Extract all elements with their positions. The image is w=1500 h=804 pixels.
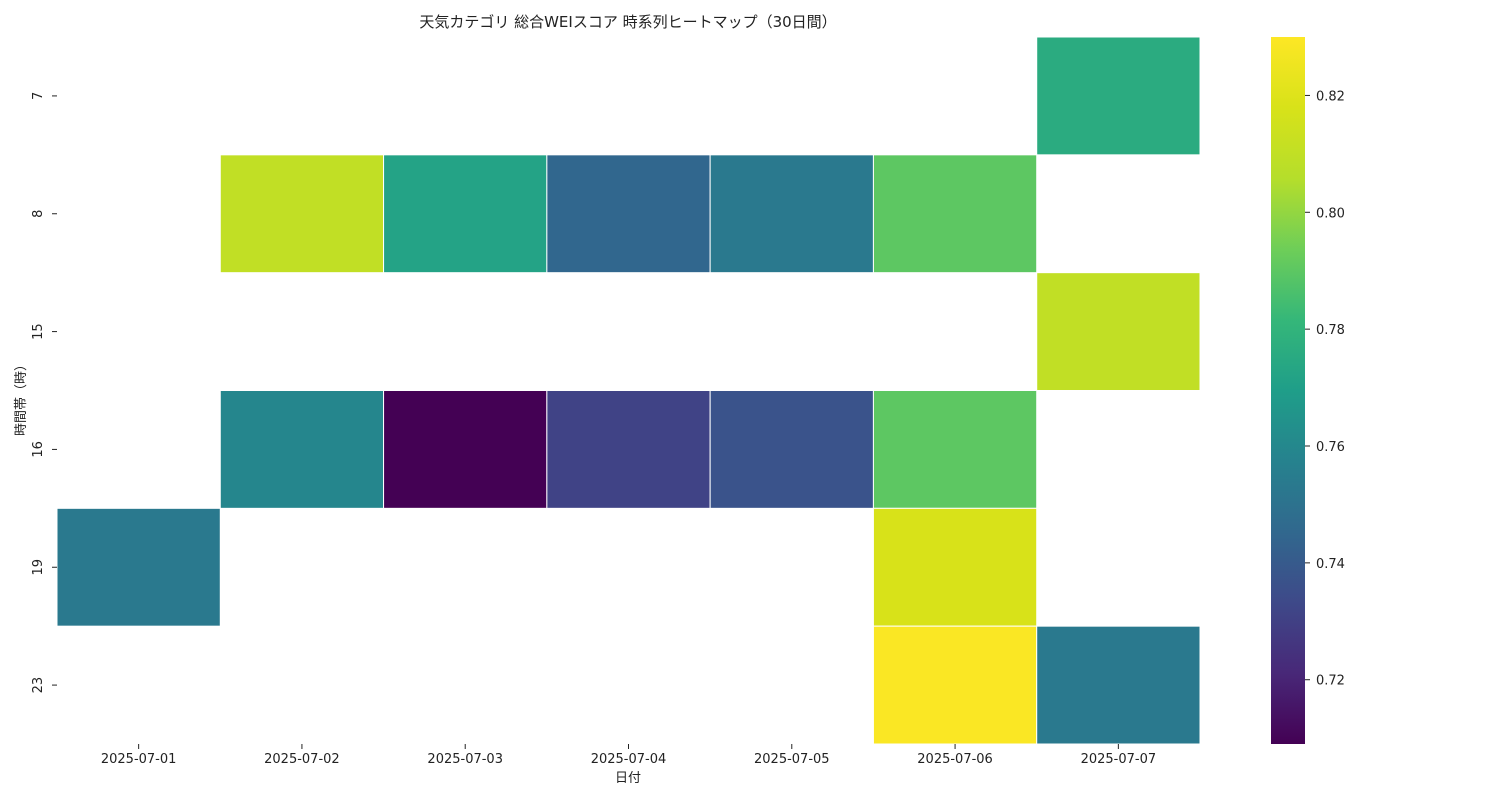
heatmap-cell bbox=[872, 507, 1038, 627]
heatmap-cell bbox=[709, 154, 874, 274]
heatmap-cell bbox=[1036, 625, 1201, 745]
heatmap-cell bbox=[872, 625, 1038, 745]
y-tick-label: 15 bbox=[31, 323, 46, 340]
heatmap-cell bbox=[546, 154, 711, 274]
y-tick-label: 8 bbox=[31, 210, 46, 218]
y-tick-label: 19 bbox=[31, 559, 46, 576]
colorbar-tick-label: 0.82 bbox=[1316, 89, 1345, 104]
x-tick-label: 2025-07-02 bbox=[264, 752, 340, 767]
colorbar-tick-label: 0.80 bbox=[1316, 206, 1345, 221]
colorbar-tick-label: 0.76 bbox=[1316, 440, 1345, 455]
x-axis: 2025-07-01 2025-07-02 2025-07-03 2025-07-04… bbox=[101, 744, 1156, 767]
heatmap-cell bbox=[219, 390, 385, 509]
heatmap-cell bbox=[219, 154, 385, 274]
heatmap-cell bbox=[709, 390, 874, 509]
x-tick-label: 2025-07-04 bbox=[591, 752, 667, 767]
chart-title: 天気カテゴリ 総合WEIスコア 時系列ヒートマップ（30日間） bbox=[419, 13, 836, 31]
heatmap-cell bbox=[872, 390, 1038, 509]
y-axis: 7 8 15 16 19 23 bbox=[31, 92, 57, 694]
y-axis-label: 時間帯（時） bbox=[14, 358, 29, 436]
y-tick-label: 7 bbox=[31, 92, 46, 100]
x-tick-label: 2025-07-07 bbox=[1081, 752, 1157, 767]
heatmap-cell bbox=[1036, 36, 1201, 156]
x-tick-label: 2025-07-03 bbox=[427, 752, 503, 767]
colorbar-tick-label: 0.78 bbox=[1316, 323, 1345, 338]
y-tick-label: 23 bbox=[31, 677, 46, 694]
x-tick-label: 2025-07-05 bbox=[754, 752, 830, 767]
colorbar-ticks: 0.72 0.74 0.76 0.78 0.80 0.82 bbox=[1305, 89, 1345, 689]
colorbar-tick-label: 0.74 bbox=[1316, 557, 1345, 572]
colorbar bbox=[1271, 37, 1305, 744]
heatmap-cell bbox=[383, 390, 548, 509]
heatmap-cell bbox=[1036, 272, 1201, 391]
heatmap-cell bbox=[546, 390, 711, 509]
heatmap-cell bbox=[56, 507, 221, 627]
y-tick-label: 16 bbox=[31, 441, 46, 458]
heatmap-cell bbox=[872, 154, 1038, 274]
colorbar-tick-label: 0.72 bbox=[1316, 674, 1345, 689]
heatmap-cell bbox=[383, 154, 548, 274]
heatmap-cells bbox=[56, 36, 1201, 745]
x-tick-label: 2025-07-01 bbox=[101, 752, 177, 767]
x-axis-label: 日付 bbox=[615, 771, 641, 786]
x-tick-label: 2025-07-06 bbox=[917, 752, 993, 767]
